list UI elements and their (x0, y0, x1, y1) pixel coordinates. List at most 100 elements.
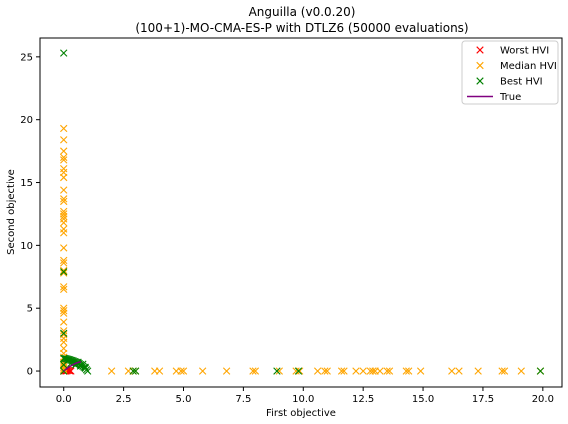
marker-stroke (70, 357, 79, 366)
data-point-median-hvi (60, 165, 68, 173)
data-point-median-hvi (60, 285, 68, 294)
marker-stroke (476, 77, 484, 85)
marker-stroke (60, 49, 68, 57)
marker-stroke (404, 367, 413, 375)
marker-stroke (385, 367, 394, 375)
data-point-median-hvi (517, 367, 525, 375)
marker-stroke (60, 318, 68, 326)
data-point-median-hvi (402, 367, 410, 375)
data-point-median-hvi (107, 367, 116, 375)
x-tick-label: 15.0 (412, 394, 434, 405)
marker-stroke (60, 173, 68, 182)
data-point-median-hvi (60, 147, 68, 155)
chart-subtitle: (100+1)-MO-CMA-ES-P with DTLZ6 (50000 ev… (135, 21, 468, 35)
data-point-median-hvi (60, 219, 68, 227)
x-tick-label: 5.0 (176, 394, 192, 405)
data-point-best-hvi (83, 367, 92, 375)
legend-label: Worst HVI (500, 46, 549, 57)
data-point-median-hvi (448, 367, 456, 375)
data-point-median-hvi (498, 367, 506, 375)
marker-stroke (60, 136, 68, 144)
data-point-best-hvi (294, 367, 303, 375)
marker-stroke (60, 338, 68, 346)
data-point-median-hvi (295, 367, 304, 375)
data-point-best-hvi (536, 367, 545, 375)
data-point-median-hvi (292, 367, 300, 375)
y-tick-label: 0 (27, 367, 33, 378)
marker-stroke (155, 367, 164, 375)
x-tick-label: 0.0 (56, 394, 72, 405)
legend-marker (476, 46, 484, 54)
data-point-best-hvi (60, 49, 68, 57)
legend-marker (476, 61, 484, 70)
x-axis: 0.0 2.5 5.0 7.5 10.0 12.5 15.0 17.5 20.0 (56, 387, 554, 405)
marker-stroke (67, 359, 75, 368)
marker-stroke (60, 229, 68, 237)
marker-stroke (67, 356, 75, 364)
data-point-median-hvi (60, 229, 68, 237)
data-point-median-hvi (383, 367, 391, 375)
legend: Worst HVI Median HVI Best HVI True (461, 40, 559, 105)
data-point-median-hvi (60, 225, 68, 233)
marker-stroke (340, 367, 348, 375)
data-point-median-hvi (404, 367, 413, 375)
marker-stroke (383, 367, 391, 375)
chart-title: Anguilla (v0.0.20) (249, 5, 356, 19)
x-tick-label: 17.5 (472, 394, 494, 405)
marker-stroke (476, 61, 484, 70)
data-point-median-hvi (340, 367, 348, 375)
marker-stroke (198, 367, 207, 375)
data-point-median-hvi (500, 367, 509, 375)
data-point-median-hvi (249, 367, 257, 375)
marker-stroke (402, 367, 410, 375)
data-point-median-hvi (321, 367, 329, 375)
marker-stroke (275, 367, 284, 375)
marker-stroke (60, 269, 68, 277)
marker-stroke (60, 309, 68, 317)
x-tick-label: 2.5 (116, 394, 132, 405)
marker-stroke (60, 186, 68, 194)
marker-stroke (60, 307, 68, 315)
marker-stroke (60, 285, 68, 294)
marker-stroke (359, 367, 367, 375)
marker-stroke (179, 367, 188, 375)
legend-label: True (499, 92, 521, 103)
marker-stroke (517, 367, 525, 375)
marker-stroke (60, 268, 68, 276)
data-point-median-hvi (474, 367, 482, 375)
plot-area-frame (39, 37, 563, 388)
data-point-median-hvi (313, 367, 322, 375)
data-point-median-hvi (60, 338, 68, 346)
marker-stroke (60, 219, 68, 227)
data-point-median-hvi (60, 136, 68, 144)
marker-stroke (536, 367, 545, 375)
data-point-median-hvi (60, 330, 68, 339)
y-axis-label: Second objective (6, 169, 17, 255)
marker-stroke (352, 367, 360, 375)
marker-stroke (177, 367, 185, 375)
marker-stroke (416, 367, 425, 375)
marker-stroke (249, 367, 257, 375)
marker-stroke (294, 367, 303, 375)
chart-marks (60, 49, 545, 375)
marker-stroke (251, 367, 260, 375)
x-tick-label: 20.0 (532, 394, 554, 405)
data-point-median-hvi (177, 367, 185, 375)
legend-box (461, 40, 559, 105)
data-point-median-hvi (179, 367, 188, 375)
data-point-median-hvi (60, 307, 68, 315)
data-point-median-hvi (60, 318, 68, 326)
x-tick-label: 12.5 (352, 394, 374, 405)
marker-stroke (60, 124, 68, 133)
data-point-median-hvi (60, 266, 68, 275)
data-point-median-hvi (369, 367, 377, 375)
marker-stroke (107, 367, 116, 375)
marker-stroke (323, 367, 331, 375)
data-point-best-hvi (67, 359, 75, 368)
marker-stroke (60, 256, 68, 265)
marker-stroke (60, 195, 68, 203)
y-tick-label: 5 (27, 304, 33, 315)
data-point-best-hvi (60, 268, 68, 276)
data-point-median-hvi (352, 367, 360, 375)
